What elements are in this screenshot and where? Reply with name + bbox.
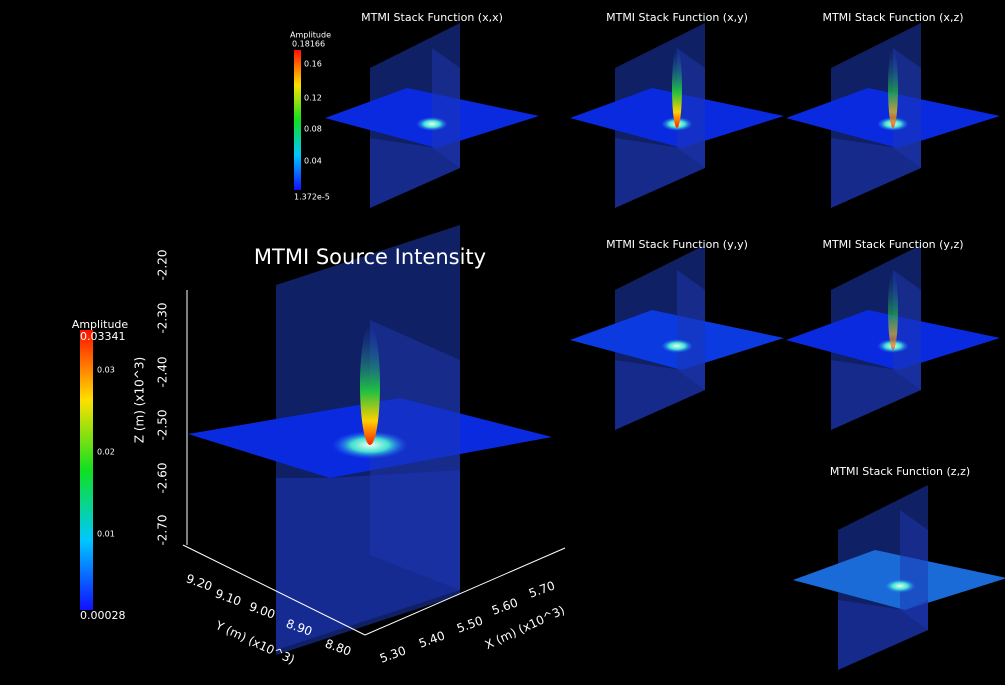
colorbar bbox=[294, 50, 301, 190]
colorbar-title: Amplitude bbox=[290, 31, 331, 40]
colorbar-tick: 0.16 bbox=[304, 60, 322, 69]
z-tick-label: -2.70 bbox=[156, 514, 170, 545]
panel-title: MTMI Stack Function (x,x) bbox=[361, 11, 503, 24]
panel: MTMI Stack Function (y,z) bbox=[786, 238, 1000, 430]
colorbar-tick: 0.02 bbox=[97, 448, 115, 457]
plume bbox=[888, 270, 898, 350]
z-tick-label: -2.30 bbox=[156, 302, 170, 333]
panel-title: MTMI Stack Function (y,y) bbox=[606, 238, 748, 251]
panel: MTMI Stack Function (z,z) bbox=[793, 465, 1005, 670]
z-tick-label: -2.60 bbox=[156, 462, 170, 493]
main-scene bbox=[188, 225, 552, 655]
y-tick-label: 9.00 bbox=[247, 599, 277, 621]
x-tick-label: 5.40 bbox=[417, 628, 447, 650]
plume bbox=[360, 325, 380, 445]
hotspot bbox=[884, 579, 916, 593]
x-tick-label: 5.60 bbox=[490, 595, 520, 617]
x-tick-label: 5.30 bbox=[378, 643, 408, 665]
z-tick-label: -2.50 bbox=[156, 409, 170, 440]
colorbar-tick: 0.04 bbox=[304, 157, 322, 166]
x-tick-label: 5.70 bbox=[527, 578, 557, 600]
colorbar-tick: 0.08 bbox=[304, 125, 322, 134]
plume bbox=[672, 48, 682, 128]
y-tick-label: 9.20 bbox=[184, 571, 214, 593]
colorbar-min: 1.372e-5 bbox=[294, 193, 330, 202]
slice-plane bbox=[831, 138, 921, 208]
z-tick-label: -2.20 bbox=[156, 249, 170, 280]
colorbar-max: 0.18166 bbox=[292, 40, 325, 49]
slice-plane bbox=[838, 600, 928, 670]
colorbar-max: 0.03341 bbox=[80, 330, 126, 343]
panel: MTMI Stack Function (x,y) bbox=[570, 11, 784, 208]
z-axis-label: Z (m) (x10^3) bbox=[133, 357, 147, 443]
x-tick-label: 5.50 bbox=[455, 613, 485, 635]
panel: MTMI Stack Function (y,y) bbox=[570, 238, 784, 430]
plume bbox=[888, 48, 898, 128]
colorbar-tick: 0.01 bbox=[97, 530, 115, 539]
slice-plane bbox=[615, 360, 705, 430]
panel: MTMI Stack Function (x,x) bbox=[325, 11, 539, 208]
colorbar bbox=[80, 330, 93, 610]
z-tick-label: -2.40 bbox=[156, 356, 170, 387]
panel-title: MTMI Stack Function (x,z) bbox=[822, 11, 963, 24]
panel-title: MTMI Stack Function (x,y) bbox=[606, 11, 748, 24]
slice-plane bbox=[370, 138, 460, 208]
y-tick-label: 8.80 bbox=[323, 636, 353, 658]
main-title: MTMI Source Intensity bbox=[254, 245, 486, 269]
slice-plane bbox=[831, 360, 921, 430]
y-tick-label: 9.10 bbox=[213, 586, 243, 608]
hotspot bbox=[661, 339, 693, 353]
hotspot bbox=[416, 117, 448, 131]
panel: MTMI Stack Function (x,z) bbox=[786, 11, 1000, 208]
slice-plane bbox=[615, 138, 705, 208]
panel-title: MTMI Stack Function (y,z) bbox=[822, 238, 963, 251]
panel-title: MTMI Stack Function (z,z) bbox=[830, 465, 970, 478]
viewport: MTMI Source Intensity -2.20 -2.30 -2.40 … bbox=[0, 0, 1005, 685]
colorbar-min: 0.00028 bbox=[80, 609, 126, 622]
colorbar-tick: 0.03 bbox=[97, 366, 115, 375]
colorbar-tick: 0.12 bbox=[304, 94, 322, 103]
